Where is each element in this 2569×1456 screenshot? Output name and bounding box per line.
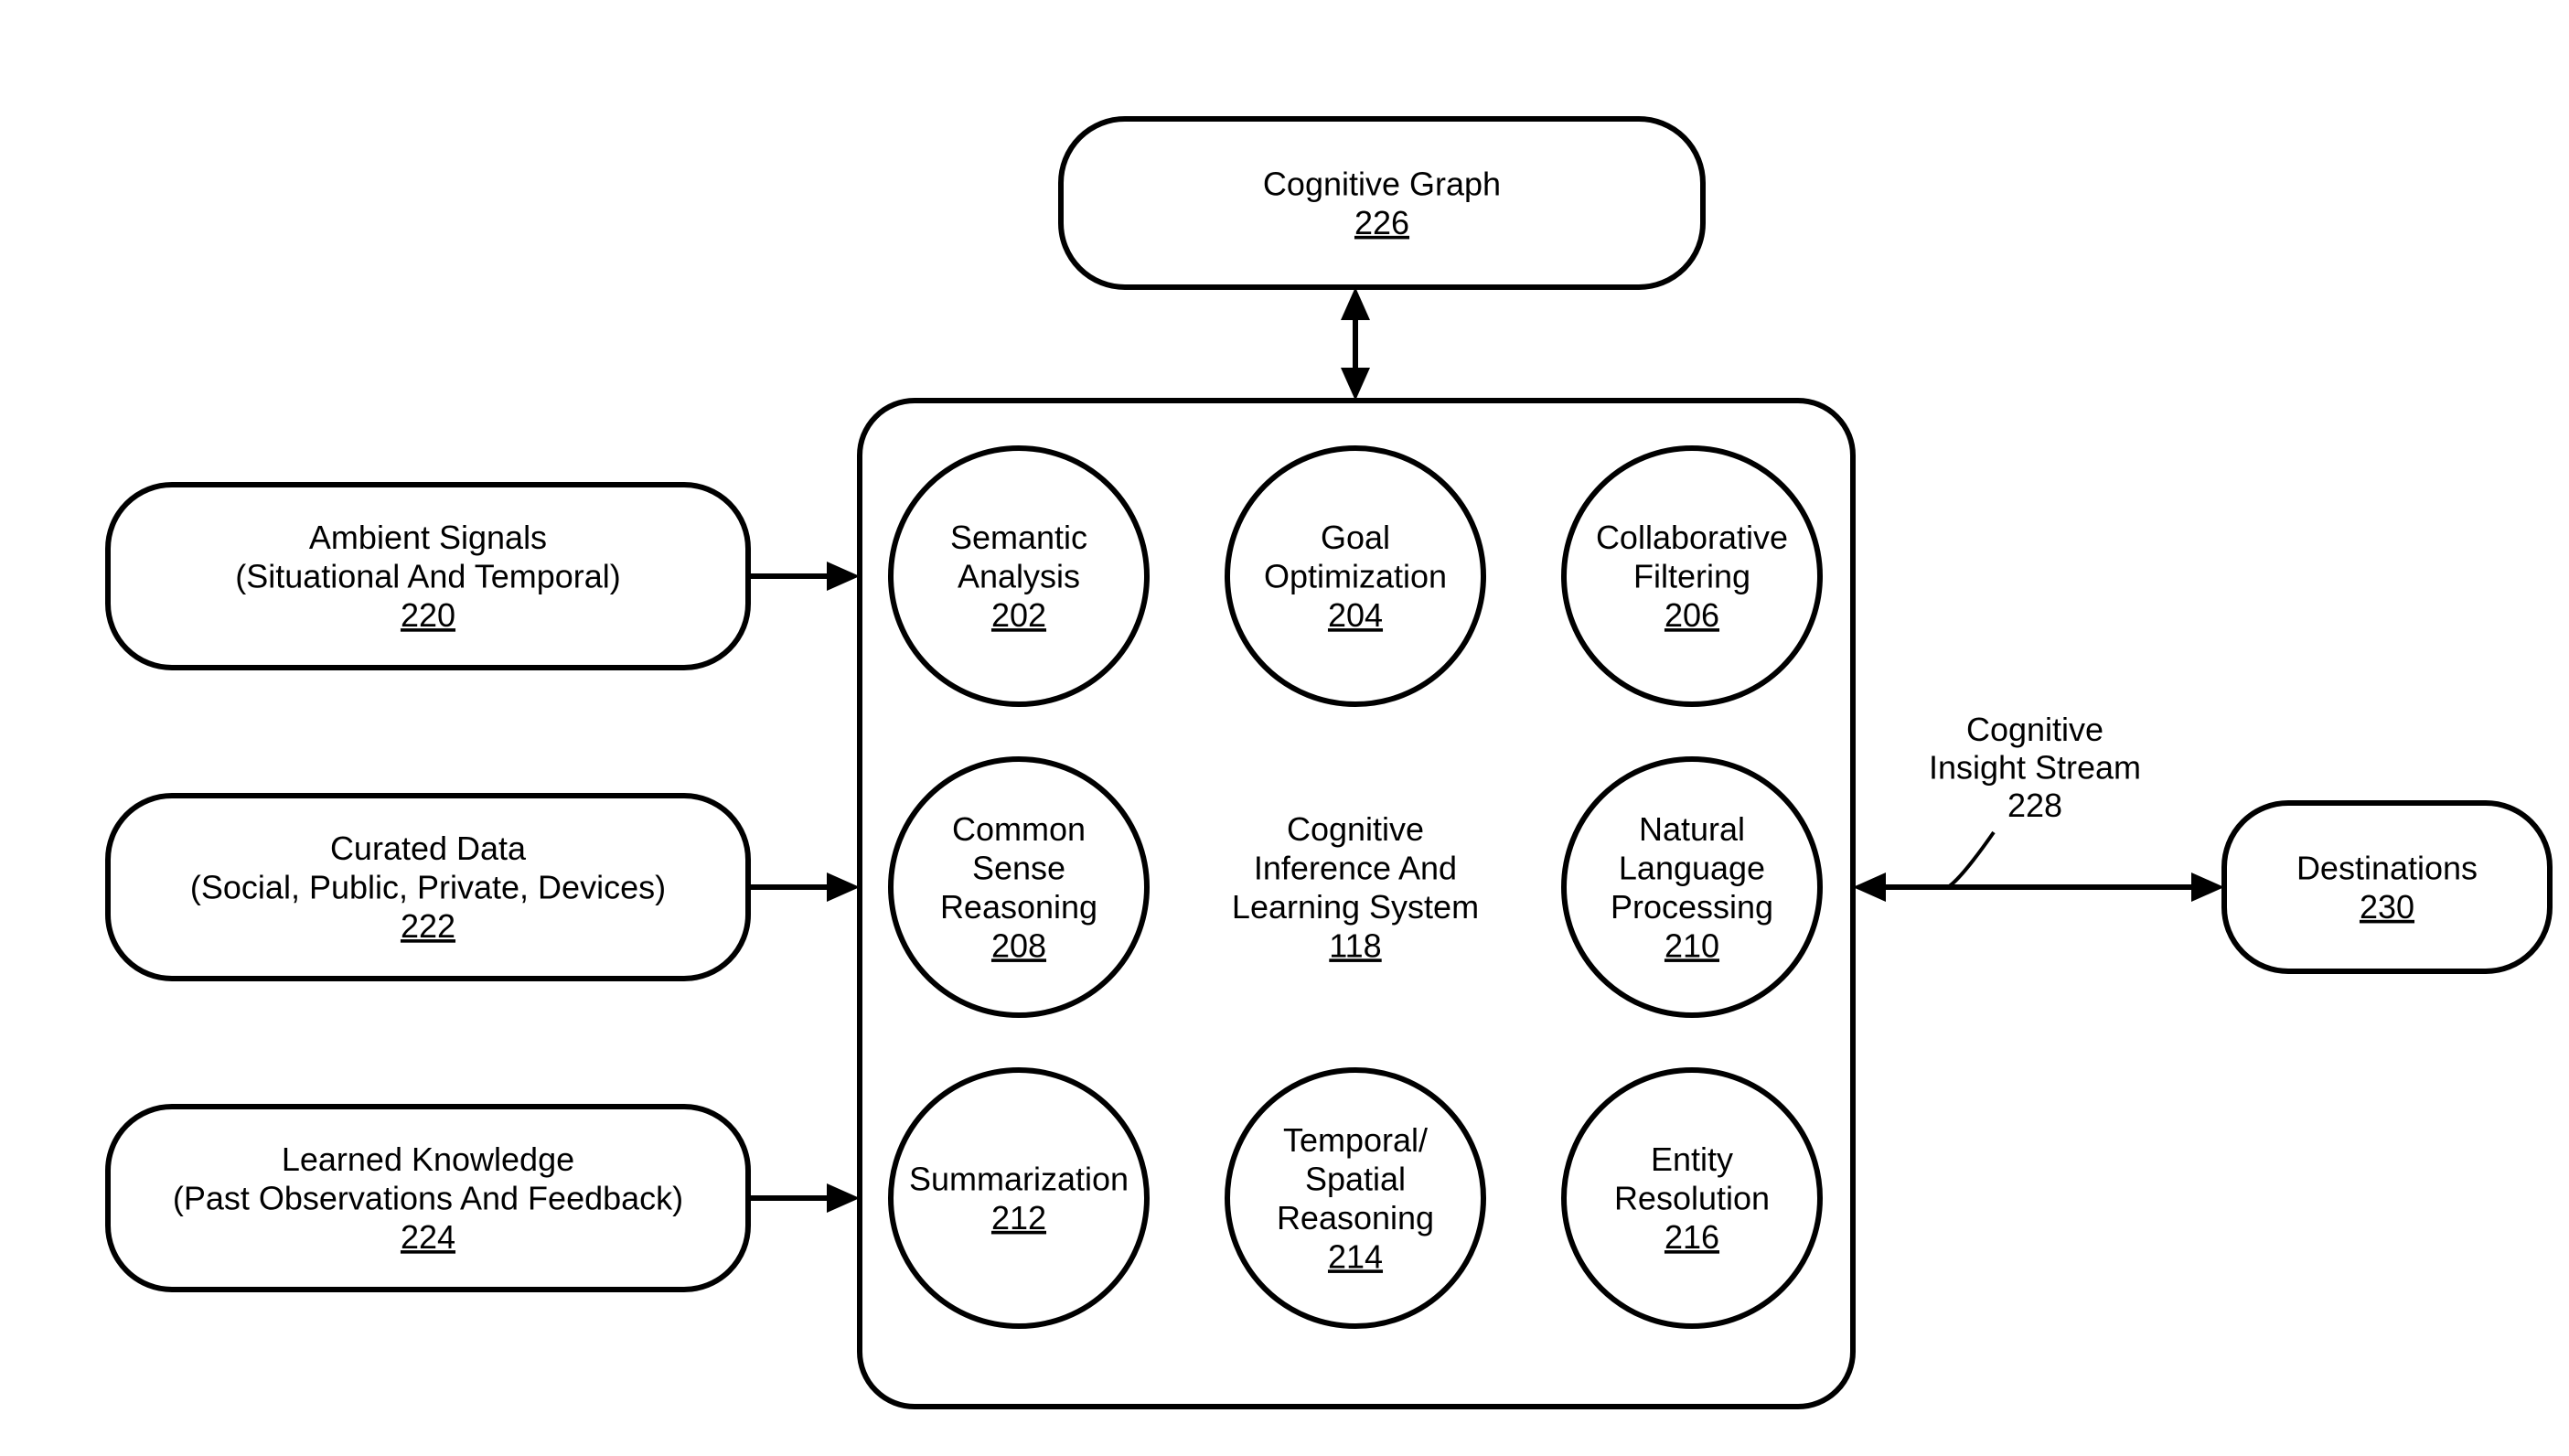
- ambient_signals-line-1: (Situational And Temporal): [235, 558, 621, 595]
- collaborative_filtering-line-1: Filtering: [1633, 558, 1750, 595]
- semantic_analysis-line-1: Analysis: [958, 558, 1080, 595]
- edge-label-system_to_destinations-0: Cognitive: [1966, 711, 2103, 748]
- edge-label-ref-system_to_destinations: 228: [2007, 787, 2062, 824]
- goal_optimization-line-0: Goal: [1321, 519, 1390, 556]
- curated_data-line-1: (Social, Public, Private, Devices): [190, 869, 666, 906]
- entity_resolution-line-0: Entity: [1651, 1140, 1733, 1178]
- cognitive_graph-line-0: Cognitive Graph: [1263, 165, 1501, 202]
- cognitive_inference-line-0: Cognitive: [1287, 810, 1424, 848]
- semantic_analysis-ref: 202: [991, 596, 1046, 634]
- common_sense_reasoning-ref: 208: [991, 926, 1046, 964]
- arrowhead: [827, 873, 860, 902]
- common_sense_reasoning-line-1: Sense: [972, 849, 1065, 886]
- destinations-line-0: Destinations: [2296, 849, 2478, 886]
- cognitive_inference-line-2: Learning System: [1232, 888, 1479, 926]
- arrowhead: [1341, 368, 1370, 401]
- destinations-ref: 230: [2360, 888, 2414, 926]
- cognitive-diagram: CognitiveInsight Stream228Cognitive Grap…: [0, 0, 2569, 1456]
- temporal_spatial-line-2: Reasoning: [1277, 1199, 1434, 1237]
- semantic_analysis-line-0: Semantic: [950, 519, 1087, 556]
- temporal_spatial-ref: 214: [1328, 1237, 1383, 1275]
- learned_knowledge-ref: 224: [401, 1218, 455, 1256]
- curated_data-line-0: Curated Data: [330, 830, 527, 867]
- curated_data-ref: 222: [401, 907, 455, 945]
- goal_optimization-line-1: Optimization: [1264, 558, 1447, 595]
- edge-label-system_to_destinations-1: Insight Stream: [1929, 748, 2141, 786]
- collaborative_filtering-line-0: Collaborative: [1596, 519, 1788, 556]
- learned_knowledge-line-0: Learned Knowledge: [282, 1140, 574, 1178]
- natural_language_processing-line-0: Natural: [1639, 810, 1745, 848]
- natural_language_processing-ref: 210: [1664, 926, 1719, 964]
- summarization-line-0: Summarization: [909, 1160, 1129, 1197]
- arrowhead: [2191, 873, 2224, 902]
- cognitive_graph-ref: 226: [1354, 204, 1409, 241]
- collaborative_filtering-ref: 206: [1664, 596, 1719, 634]
- arrowhead: [827, 562, 860, 591]
- cognitive_inference-ref: 118: [1329, 926, 1381, 964]
- common_sense_reasoning-line-2: Reasoning: [940, 888, 1097, 926]
- goal_optimization-ref: 204: [1328, 596, 1383, 634]
- common_sense_reasoning-line-0: Common: [952, 810, 1086, 848]
- arrowhead: [827, 1183, 860, 1213]
- ambient_signals-line-0: Ambient Signals: [309, 519, 547, 556]
- entity_resolution-ref: 216: [1664, 1218, 1719, 1256]
- edge-leader-system_to_destinations: [1948, 832, 1994, 887]
- entity_resolution-line-1: Resolution: [1614, 1180, 1770, 1217]
- summarization-ref: 212: [991, 1199, 1046, 1237]
- arrowhead: [1341, 287, 1370, 320]
- temporal_spatial-line-0: Temporal/: [1283, 1121, 1428, 1159]
- natural_language_processing-line-1: Language: [1619, 849, 1765, 886]
- arrowhead: [1853, 873, 1886, 902]
- learned_knowledge-line-1: (Past Observations And Feedback): [173, 1180, 683, 1217]
- cognitive_inference-line-1: Inference And: [1254, 849, 1457, 886]
- ambient_signals-ref: 220: [401, 596, 455, 634]
- natural_language_processing-line-2: Processing: [1611, 888, 1773, 926]
- temporal_spatial-line-1: Spatial: [1305, 1160, 1406, 1197]
